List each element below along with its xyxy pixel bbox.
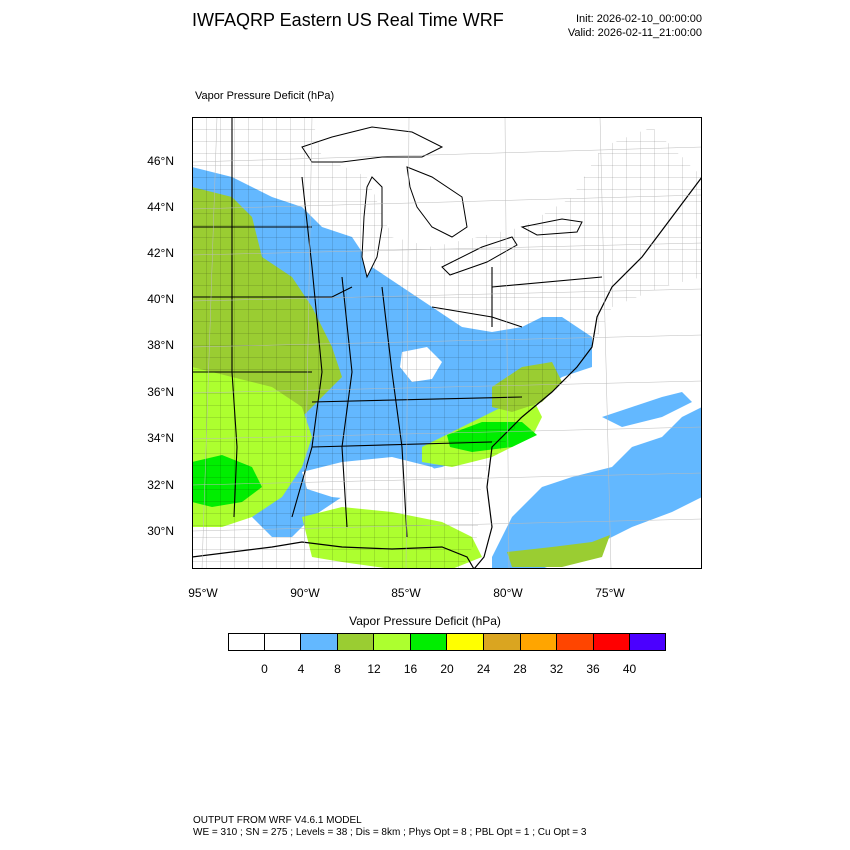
map-border: [192, 117, 702, 569]
model-info-line1: OUTPUT FROM WRF V4.6.1 MODEL: [193, 815, 362, 826]
lon-label-90: 90°W: [290, 586, 320, 600]
colorbar-tick-label: 36: [586, 662, 600, 676]
lat-label-40: 40°N: [147, 292, 174, 306]
colorbar-swatch: [593, 633, 631, 651]
lat-label-46: 46°N: [147, 154, 174, 168]
atlantic-blue-field: [492, 407, 702, 569]
init-time: Init: 2026-02-10_00:00:00: [576, 13, 702, 25]
offshore-olive: [507, 535, 610, 567]
map-panel: [192, 117, 702, 569]
colorbar-tick-label: 40: [622, 662, 637, 676]
state-borders: [192, 117, 603, 538]
coastline: [473, 176, 702, 569]
lat-label-32: 32°N: [147, 478, 174, 492]
colorbar-swatch: [520, 633, 558, 651]
colorbar-tick-label: 16: [403, 662, 418, 676]
valid-time: Valid: 2026-02-11_21:00:00: [567, 27, 702, 39]
model-info-line2: WE = 310 ; SN = 275 ; Levels = 38 ; Dis …: [193, 827, 587, 838]
colorbar-swatch: [410, 633, 448, 651]
lon-label-95: 95°W: [188, 586, 218, 600]
colorbar-swatch: [557, 633, 594, 651]
gulf-coastline: [192, 541, 475, 569]
lat-label-42: 42°N: [147, 246, 174, 260]
lat-label-44: 44°N: [147, 200, 174, 214]
map-title: IWFAQRP Eastern US Real Time WRF: [192, 10, 504, 30]
colorbar-tick-label: 8: [334, 662, 341, 676]
colorbar-swatch: [228, 633, 265, 651]
colorbar-swatch: [337, 633, 375, 651]
graticule: [192, 117, 702, 569]
colorbar-swatch: [484, 633, 521, 651]
lat-label-38: 38°N: [147, 338, 174, 352]
lat-label-30: 30°N: [147, 524, 174, 538]
colorbar-tick-label: 4: [297, 662, 305, 676]
colorbar-swatch: [301, 633, 338, 651]
colorbar-tick-label: 28: [513, 662, 527, 676]
colorbar-swatch: [630, 633, 666, 651]
colorbar-tick-label: 12: [367, 662, 381, 676]
colorbar-tick-label: 20: [440, 662, 454, 676]
lat-label-36: 36°N: [147, 385, 174, 399]
colorbar-swatch: [374, 633, 411, 651]
colorbar-swatch: [447, 633, 485, 651]
colorbar-tick-label: 32: [549, 662, 564, 676]
field-label: Vapor Pressure Deficit (hPa): [195, 90, 335, 102]
lon-label-75: 75°W: [595, 586, 625, 600]
colorbar: [228, 633, 666, 651]
lon-label-85: 85°W: [391, 586, 421, 600]
colorbar-tick-label: 24: [476, 662, 491, 676]
lon-label-80: 80°W: [493, 586, 523, 600]
colorbar-swatch: [264, 633, 302, 651]
county-grid: [192, 117, 702, 569]
atlantic-blue-north: [602, 392, 692, 427]
lake-huron: [406, 166, 468, 238]
lat-label-34: 34°N: [147, 431, 174, 445]
colorbar-tick-label: 0: [261, 662, 268, 676]
colorbar-title: Vapor Pressure Deficit (hPa): [349, 614, 501, 628]
